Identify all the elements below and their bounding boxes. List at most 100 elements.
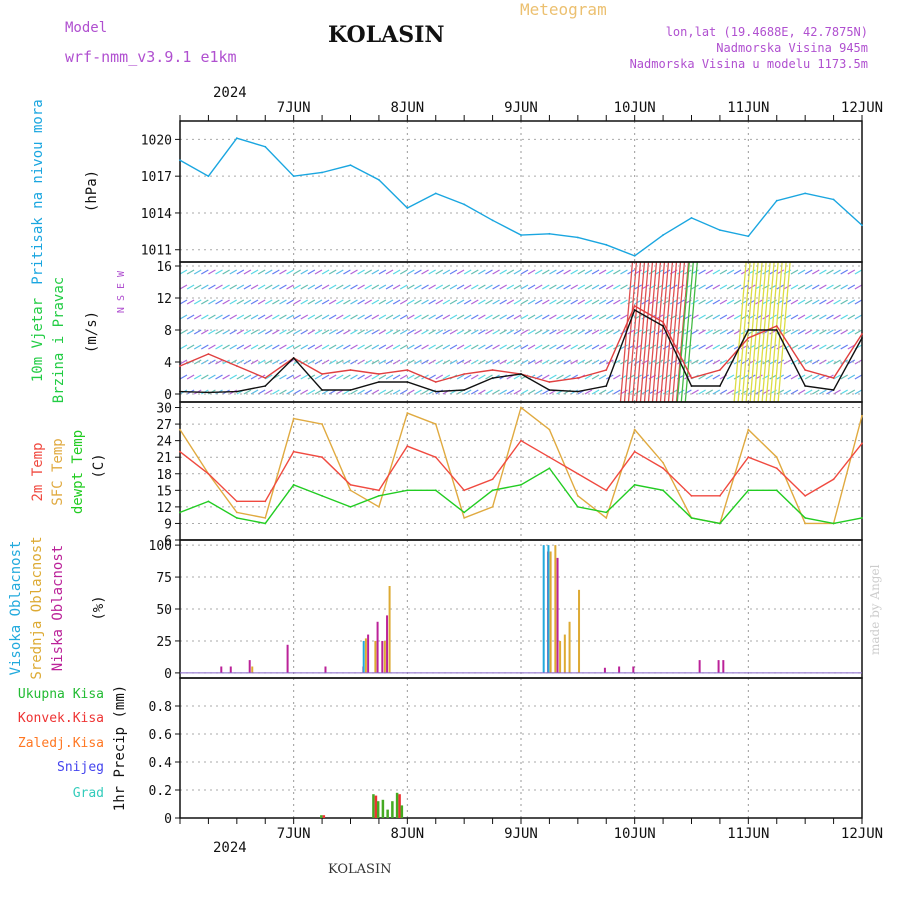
wind-barb — [513, 389, 522, 395]
wind-barb — [399, 314, 408, 320]
wind-barb — [499, 344, 507, 350]
wind-barb — [321, 329, 330, 335]
wind-barb — [556, 359, 564, 365]
wind-barb — [456, 374, 465, 380]
wind-barb — [726, 299, 735, 305]
wind-gust-line-point — [406, 369, 409, 371]
wind-gust-band — [631, 261, 646, 403]
pressure-line-point — [861, 224, 863, 227]
wind-barb — [272, 299, 280, 305]
temp-2m-line-point — [633, 450, 636, 453]
wind-barb — [705, 344, 714, 350]
low-cloud-bar — [603, 667, 606, 673]
wind-barb — [321, 314, 330, 320]
wind-barb — [534, 389, 543, 395]
wind-barb — [634, 344, 642, 350]
wind-barb — [279, 314, 287, 320]
wind-barb — [371, 284, 380, 290]
wind-barb — [328, 344, 337, 350]
wind-barb — [733, 299, 742, 305]
sfc-temp-line — [179, 406, 863, 525]
wind-barb — [563, 344, 571, 350]
total-precip-bar — [386, 809, 389, 818]
wind-gust-line-point — [662, 321, 664, 323]
wind-barb — [257, 269, 266, 275]
wind-barb — [726, 329, 735, 335]
wind-barb — [371, 269, 380, 275]
wind-barb — [456, 329, 465, 335]
dewpt-temp-line-point — [434, 489, 437, 492]
wind-barb — [215, 359, 223, 365]
wind-barb — [179, 374, 188, 380]
wind-barb — [335, 299, 344, 305]
wind-gust-band — [745, 261, 759, 403]
wind-barb — [527, 389, 536, 395]
wind-barb — [549, 344, 557, 350]
wind-barb — [605, 299, 614, 305]
wind-barb — [208, 269, 216, 275]
dewpt-temp-line-point — [775, 489, 778, 492]
dewpt-temp-line-point — [861, 517, 863, 519]
year-bottom: 2024 — [213, 840, 247, 856]
wind-barb — [428, 299, 436, 305]
wind-barb — [307, 299, 316, 305]
wind-barb — [357, 374, 365, 380]
wind-barb — [470, 299, 479, 305]
sfc-temp-line-point — [235, 511, 238, 514]
wind-barb — [563, 329, 571, 335]
wind-barb — [463, 344, 472, 350]
wind-barb — [236, 344, 245, 350]
wind-barb — [797, 389, 806, 395]
wind-gust-band — [667, 261, 682, 403]
wind-barb — [854, 329, 863, 335]
wind-barb — [286, 374, 294, 380]
wind-barb — [840, 329, 848, 335]
pressure-line-point — [804, 192, 807, 195]
wind-barb — [392, 269, 401, 275]
wind-barb — [804, 269, 813, 275]
low-cloud-bar — [286, 644, 289, 673]
wind-barb — [442, 329, 451, 335]
wind-barb — [343, 359, 351, 365]
wind-barb — [463, 269, 472, 275]
panel-frame — [179, 120, 863, 263]
wind-speed-line-point — [662, 325, 664, 327]
wind-barb — [826, 314, 834, 320]
wind-barb — [421, 284, 429, 290]
wind-barb — [712, 374, 721, 380]
wind-barb — [591, 329, 600, 335]
date-label-top: 10JUN — [614, 100, 656, 116]
wind-barb — [534, 299, 543, 305]
wind-barb — [435, 329, 444, 335]
wind-gust-line-point — [321, 373, 323, 375]
wind-barb — [577, 314, 586, 320]
high-cloud-bar — [362, 640, 365, 673]
wind-barb — [549, 269, 557, 275]
wind-barb — [392, 314, 401, 320]
wind-barb — [371, 359, 380, 365]
y-tick-label: 1020 — [141, 133, 172, 148]
temp-2m-line-point — [264, 500, 267, 503]
wind-barb — [726, 344, 735, 350]
wind-barb — [499, 269, 507, 275]
wind-barb — [399, 284, 408, 290]
wind-barb — [428, 314, 436, 320]
wind-barb — [314, 374, 323, 380]
wind-barb — [598, 344, 607, 350]
pressure-line-point — [548, 232, 551, 235]
wind-barb — [840, 314, 848, 320]
wind-barb — [762, 344, 770, 350]
wind-barb — [499, 329, 507, 335]
wind-barb — [605, 284, 614, 290]
wind-barb — [378, 389, 387, 395]
wind-barb — [570, 329, 579, 335]
wind-barb — [328, 329, 337, 335]
low-cloud-bar — [632, 666, 635, 673]
wind-barb — [335, 329, 344, 335]
wind-gust-line-point — [747, 337, 750, 339]
date-label-top: 11JUN — [727, 100, 769, 116]
wind-barb — [414, 299, 422, 305]
sfc-temp-line-point — [378, 505, 380, 508]
y-tick-label: 0.6 — [149, 728, 172, 743]
wind-barb — [385, 389, 394, 395]
